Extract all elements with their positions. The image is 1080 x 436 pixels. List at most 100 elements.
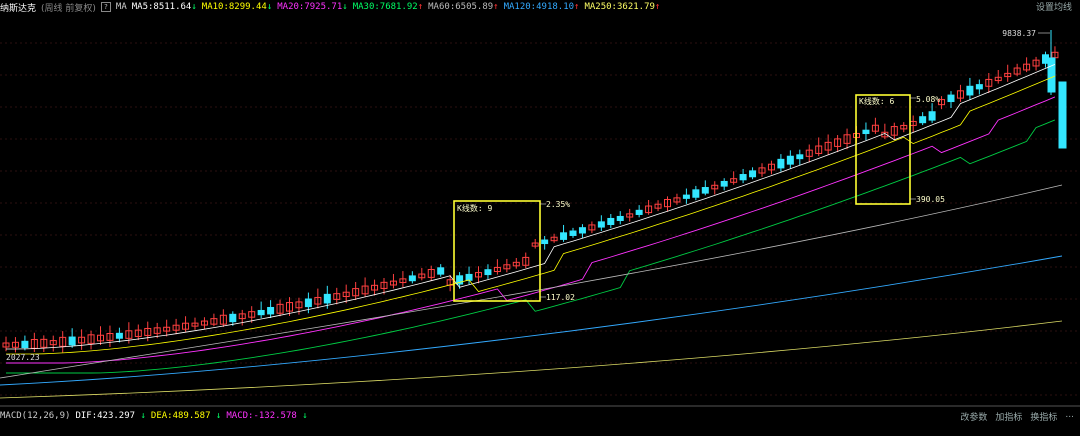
candle-body bbox=[560, 232, 568, 240]
value-item: MA30:7681.92 ↑ bbox=[353, 2, 423, 12]
candle-body bbox=[701, 187, 709, 194]
value-text: MA10:8299.44 bbox=[201, 2, 267, 12]
candle-body bbox=[616, 215, 624, 221]
low-price-label: 2027.23 bbox=[6, 353, 40, 362]
candle-body bbox=[664, 198, 671, 208]
candle-body bbox=[824, 141, 832, 151]
value-item: MACD:-132.578 ↓ bbox=[226, 411, 307, 421]
candle-body bbox=[191, 322, 199, 327]
candle-body bbox=[834, 138, 842, 147]
candle-body bbox=[475, 272, 482, 278]
candle-body bbox=[465, 273, 473, 281]
change-params-button[interactable]: 改参数 bbox=[960, 413, 988, 423]
switch-indicator-button[interactable]: 换指标 bbox=[1030, 413, 1058, 423]
value-text: MACD:-132.578 bbox=[226, 411, 297, 421]
candle-body bbox=[919, 116, 927, 124]
candle-body bbox=[380, 281, 388, 289]
index-title: 纳斯达克 bbox=[0, 3, 37, 14]
candle-body bbox=[862, 129, 870, 135]
candle-body bbox=[522, 256, 530, 266]
candle-body bbox=[1004, 72, 1012, 78]
candle-body bbox=[673, 197, 681, 203]
candle-body bbox=[730, 178, 738, 183]
value-item: MA5:8511.64 ↓ bbox=[132, 2, 197, 12]
box-percent-label: 2.35% bbox=[546, 200, 570, 209]
candle-body bbox=[115, 332, 123, 339]
candle-body bbox=[163, 326, 171, 332]
box-percent-label: 5.08% bbox=[916, 95, 940, 104]
index-subtitle: (周线 前复权) bbox=[41, 3, 96, 14]
candle-body bbox=[78, 336, 86, 344]
value-item: MA60:6505.89 ↑ bbox=[428, 2, 498, 12]
candle-body bbox=[389, 280, 397, 286]
candle-body bbox=[304, 298, 312, 308]
candle-body bbox=[645, 205, 653, 214]
candle-body bbox=[503, 264, 511, 270]
candle-body bbox=[682, 194, 690, 199]
candle-body bbox=[238, 313, 246, 320]
candle-body bbox=[427, 269, 435, 278]
candle-body bbox=[248, 311, 256, 318]
candle-body bbox=[900, 124, 908, 130]
moving-average-line bbox=[0, 184, 1063, 379]
candle-body bbox=[569, 230, 577, 236]
candle-body bbox=[399, 278, 407, 284]
ma-header: 纳斯达克 (周线 前复权) ? MA MA5:8511.64 ↓ MA10:829… bbox=[0, 0, 1080, 14]
candle-body bbox=[956, 90, 964, 99]
candle-body bbox=[200, 320, 208, 326]
more-icon[interactable]: ... bbox=[1065, 410, 1074, 420]
candle-body bbox=[295, 301, 303, 309]
candle-body bbox=[805, 149, 813, 157]
candle-body bbox=[1013, 67, 1021, 75]
arrow-up-icon: ↑ bbox=[574, 2, 580, 12]
candle-body bbox=[172, 324, 180, 331]
candle-body bbox=[843, 134, 851, 144]
value-text: MA20:7925.71 bbox=[277, 2, 343, 12]
box-count-label: K线数: 6 bbox=[859, 96, 894, 106]
candle-body bbox=[493, 266, 501, 272]
moving-average-line bbox=[0, 255, 1063, 386]
macd-value-list: DIF:423.297 ↓ DEA:489.587 ↓ MACD:-132.578 … bbox=[75, 411, 307, 421]
candle-body bbox=[219, 314, 227, 325]
ma-label: MA bbox=[115, 2, 127, 12]
value-item: DEA:489.587 ↓ bbox=[151, 411, 221, 421]
candle-body bbox=[333, 293, 341, 300]
candle-body bbox=[276, 303, 284, 314]
arrow-down-icon: ↓ bbox=[296, 411, 308, 421]
candle-body bbox=[286, 302, 293, 312]
candle-body bbox=[711, 184, 719, 190]
box-value-label: 390.05 bbox=[916, 195, 945, 204]
candle-body bbox=[342, 291, 350, 298]
selection-box bbox=[453, 200, 541, 302]
value-text: MA120:4918.10 bbox=[503, 2, 575, 12]
candle-body bbox=[106, 333, 114, 341]
add-indicator-button[interactable]: 加指标 bbox=[995, 413, 1023, 423]
candle-body bbox=[928, 111, 936, 121]
candle-body bbox=[588, 224, 596, 231]
candle-body bbox=[1032, 59, 1040, 67]
candle-body bbox=[408, 275, 416, 282]
candle-body bbox=[578, 227, 586, 234]
indicator-buttons: 改参数 加指标 换指标 ... bbox=[960, 410, 1074, 423]
value-item: DIF:423.297 ↓ bbox=[75, 411, 145, 421]
ma-settings-button[interactable]: 设置均线 bbox=[1035, 3, 1072, 13]
macd-header: MACD(12,26,9) DIF:423.297 ↓ DEA:489.587 ↓… bbox=[0, 409, 1080, 423]
help-icon[interactable]: ? bbox=[100, 2, 111, 12]
candle-body bbox=[134, 329, 142, 337]
candle-body bbox=[371, 284, 379, 291]
value-item: MA120:4918.10 ↑ bbox=[504, 2, 580, 12]
candle-body bbox=[484, 269, 492, 276]
moving-average-line bbox=[6, 64, 1056, 350]
candle-body bbox=[938, 99, 946, 106]
candle-body bbox=[985, 78, 993, 87]
value-item: MA20:7925.71 ↓ bbox=[277, 2, 347, 12]
high-price-label: 9838.37 bbox=[1002, 29, 1036, 38]
candle-body bbox=[815, 145, 823, 154]
candle-body bbox=[40, 338, 48, 348]
candle-body bbox=[786, 155, 794, 165]
candle-body bbox=[257, 309, 265, 316]
arrow-down-icon: ↓ bbox=[342, 2, 348, 12]
candle-body bbox=[182, 322, 190, 330]
value-text: DEA:489.587 bbox=[150, 411, 211, 421]
